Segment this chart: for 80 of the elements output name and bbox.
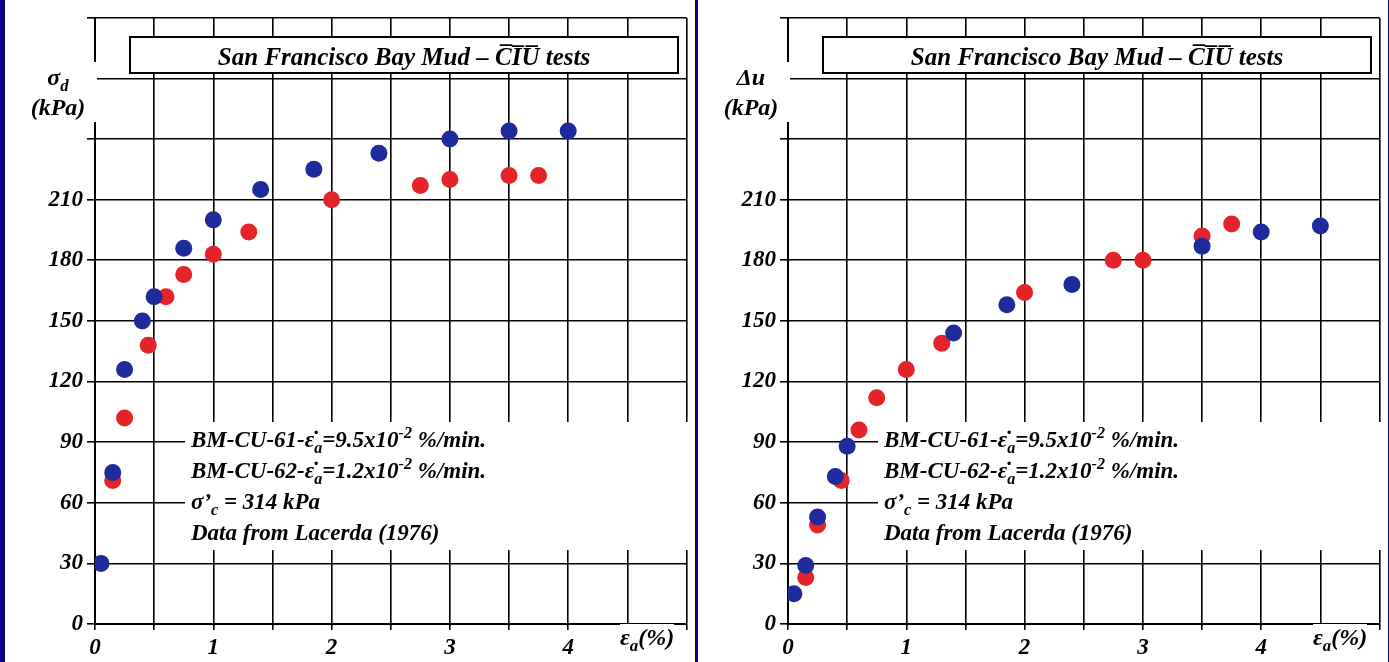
- point: [305, 160, 323, 178]
- y-tick-label: 180: [741, 246, 777, 272]
- x-tick-label: 2: [1017, 633, 1031, 659]
- x-tick-label: 4: [561, 633, 574, 659]
- point: [204, 211, 222, 229]
- y-tick-label: 180: [48, 246, 84, 272]
- annotation: σ’$_{c}$ = 314 kPa: [884, 488, 1015, 518]
- point: [175, 265, 193, 283]
- y-tick-label: 120: [741, 367, 777, 393]
- x-axis-title: ε$_{a}$(%): [620, 624, 675, 655]
- point: [1193, 237, 1211, 255]
- y-tick-label: 0: [71, 609, 84, 635]
- y-tick-label: 150: [741, 306, 777, 332]
- y-axis-title: σ$_{d}$ (kPa): [19, 62, 97, 122]
- point: [838, 437, 856, 455]
- y-tick-label: 0: [764, 609, 777, 635]
- point: [500, 166, 518, 184]
- title-frame: San Francisco Bay Mud – C̅I̅U̅ tests: [822, 36, 1372, 74]
- point: [1104, 251, 1122, 269]
- y-axis-title: Δu (kPa): [712, 62, 790, 122]
- title-frame: San Francisco Bay Mud – C̅I̅U̅ tests: [129, 36, 679, 74]
- annotation: Data from Lacerda (1976): [884, 519, 1134, 547]
- annotation: σ’$_{c}$ = 314 kPa: [191, 488, 322, 518]
- y-tick-label: 30: [59, 549, 84, 575]
- point: [1134, 251, 1152, 269]
- annotation: BM-CU-61-ε̇$_{a}$=9.5x10$^{-2}$ %/min.: [884, 424, 1181, 456]
- point: [1311, 217, 1329, 235]
- point: [204, 245, 222, 263]
- x-tick-label: 3: [1136, 633, 1149, 659]
- point: [370, 144, 388, 162]
- point: [530, 166, 548, 184]
- point: [1252, 223, 1270, 241]
- point: [897, 360, 915, 378]
- y-tick-label: 60: [60, 488, 84, 514]
- annotation: BM-CU-62-ε̇$_{a}$=1.2x10$^{-2}$ %/min.: [191, 455, 488, 487]
- annotation: BM-CU-62-ε̇$_{a}$=1.2x10$^{-2}$ %/min.: [884, 455, 1181, 487]
- point: [175, 239, 193, 257]
- x-tick-label: 1: [900, 633, 913, 659]
- point: [139, 336, 157, 354]
- point: [441, 130, 459, 148]
- point: [933, 334, 951, 352]
- y-tick-label: 210: [740, 185, 777, 211]
- y-tick-label: 30: [752, 549, 777, 575]
- point: [868, 389, 886, 407]
- x-tick-label: 0: [782, 633, 795, 659]
- y-tick-label: 120: [48, 367, 84, 393]
- x-tick-label: 2: [324, 633, 338, 659]
- x-tick-label: 3: [443, 633, 456, 659]
- point: [104, 463, 122, 481]
- x-tick-label: 4: [1254, 633, 1267, 659]
- point: [323, 191, 341, 209]
- y-tick-label: 150: [48, 306, 84, 332]
- point: [998, 296, 1016, 314]
- y-tick-label: 90: [753, 428, 777, 454]
- point: [441, 170, 459, 188]
- point: [240, 223, 258, 241]
- point: [116, 409, 134, 427]
- point: [945, 324, 963, 342]
- y-tick-label: 210: [47, 185, 84, 211]
- x-tick-label: 1: [207, 633, 220, 659]
- point: [252, 181, 270, 199]
- point: [826, 467, 844, 485]
- point: [1016, 284, 1034, 302]
- point: [1063, 276, 1081, 294]
- point: [797, 556, 815, 574]
- point: [559, 122, 577, 140]
- y-tick-label: 90: [60, 428, 84, 454]
- point: [116, 360, 134, 378]
- point: [500, 122, 518, 140]
- x-axis-title: ε$_{a}$(%): [1313, 624, 1368, 655]
- x-tick-label: 0: [89, 633, 102, 659]
- point: [809, 508, 827, 526]
- annotation: Data from Lacerda (1976): [191, 519, 441, 547]
- point: [145, 288, 163, 306]
- point: [411, 177, 429, 195]
- annotation: BM-CU-61-ε̇$_{a}$=9.5x10$^{-2}$ %/min.: [191, 424, 488, 456]
- point: [133, 312, 151, 330]
- point: [1223, 215, 1241, 233]
- y-tick-label: 60: [753, 488, 777, 514]
- point: [850, 421, 868, 439]
